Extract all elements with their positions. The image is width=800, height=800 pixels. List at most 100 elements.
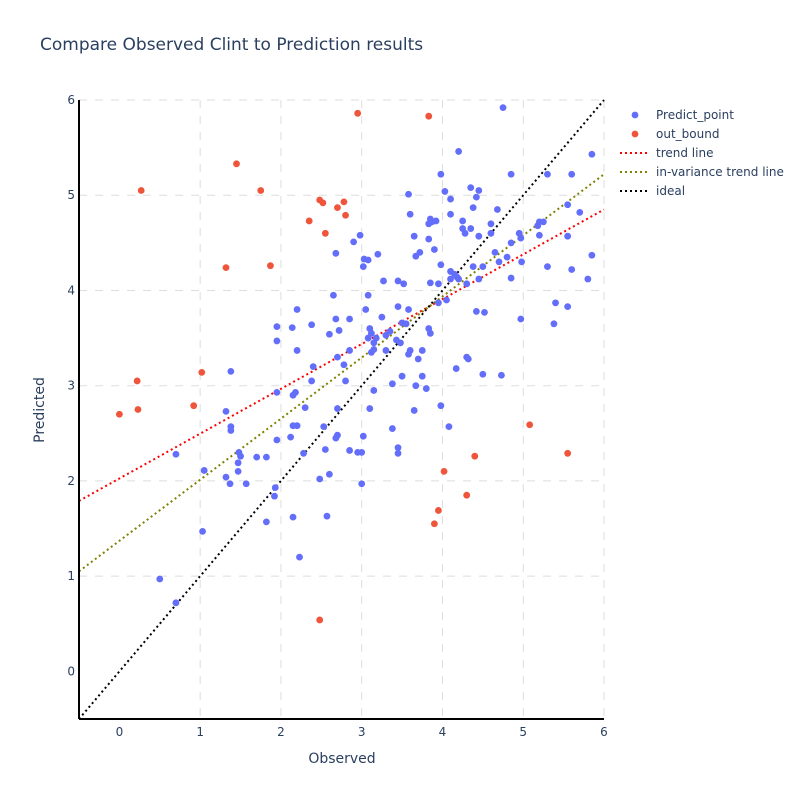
data-point-Predict_point [293, 306, 301, 313]
axes [78, 100, 604, 720]
series-points [115, 104, 596, 624]
data-point-Predict_point [366, 405, 374, 412]
data-point-Predict_point [287, 433, 295, 441]
data-point-out_bound [334, 204, 341, 212]
data-point-Predict_point [418, 347, 426, 354]
y-tick-label: 1 [67, 569, 75, 583]
data-point-Predict_point [544, 263, 551, 271]
data-point-Predict_point [467, 184, 475, 192]
data-point-out_bound [267, 262, 274, 270]
data-point-Predict_point [406, 210, 414, 218]
data-point-Predict_point [459, 217, 467, 225]
x-tick-label: 6 [600, 725, 608, 739]
data-point-Predict_point [253, 453, 261, 461]
data-point-Predict_point [382, 331, 390, 339]
y-tick-labels: 0 1 2 3 4 5 6 [67, 93, 75, 678]
x-tick-label: 1 [196, 725, 204, 739]
data-point-Predict_point [378, 313, 386, 321]
data-point-Predict_point [334, 405, 341, 412]
data-point-Predict_point [588, 150, 596, 158]
data-point-Predict_point [364, 334, 372, 342]
data-point-Predict_point [564, 303, 572, 311]
data-point-Predict_point [426, 279, 434, 287]
chart-title: Compare Observed Clint to Prediction res… [40, 35, 423, 55]
x-tick-label: 2 [277, 725, 285, 739]
data-point-Predict_point [325, 470, 333, 478]
data-point-Predict_point [540, 218, 547, 226]
x-tick-labels: 0 1 2 3 4 5 6 [116, 725, 608, 739]
data-point-Predict_point [316, 475, 324, 483]
data-point-out_bound [440, 468, 448, 475]
data-point-out_bound [354, 109, 362, 117]
data-point-Predict_point [425, 220, 433, 228]
legend-item-0[interactable]: Predict_point [631, 108, 735, 122]
data-point-out_bound [257, 187, 265, 194]
data-point-Predict_point [388, 425, 396, 432]
legend-label: ideal [656, 184, 685, 198]
data-point-Predict_point [308, 321, 316, 329]
data-point-Predict_point [463, 280, 471, 288]
data-point-Predict_point [493, 206, 501, 213]
data-point-Predict_point [271, 484, 279, 491]
data-point-Predict_point [346, 447, 353, 454]
data-point-Predict_point [358, 448, 366, 456]
data-point-Predict_point [367, 348, 375, 356]
data-point-Predict_point [200, 467, 208, 474]
data-point-Predict_point [405, 350, 412, 358]
data-point-out_bound [137, 187, 145, 194]
data-point-Predict_point [356, 231, 364, 239]
data-point-Predict_point [370, 339, 378, 347]
data-point-Predict_point [461, 229, 469, 237]
y-tick-label: 0 [67, 664, 75, 678]
legend-label: in-variance trend line [656, 165, 784, 179]
data-point-Predict_point [273, 323, 281, 331]
legend-item-2[interactable]: trend line [620, 146, 713, 160]
legend-item-4[interactable]: ideal [620, 184, 685, 198]
data-point-Predict_point [364, 291, 372, 299]
data-point-Predict_point [418, 372, 426, 380]
data-point-Predict_point [487, 229, 495, 237]
data-point-Predict_point [350, 238, 358, 246]
data-point-Predict_point [475, 187, 483, 194]
data-point-out_bound [471, 452, 479, 460]
data-point-Predict_point [437, 261, 445, 269]
data-point-Predict_point [455, 148, 463, 155]
legend-item-3[interactable]: in-variance trend line [620, 165, 784, 179]
x-tick-label: 0 [116, 725, 124, 739]
data-point-Predict_point [552, 299, 559, 307]
data-point-Predict_point [491, 248, 499, 256]
data-point-out_bound [198, 368, 206, 376]
data-point-out_bound [564, 449, 572, 457]
data-point-Predict_point [172, 450, 180, 458]
legend-label: trend line [656, 146, 713, 160]
data-point-Predict_point [447, 275, 454, 283]
data-point-Predict_point [289, 513, 297, 521]
data-point-Predict_point [397, 339, 404, 347]
data-point-Predict_point [172, 599, 180, 607]
data-point-Predict_point [507, 274, 515, 282]
data-point-Predict_point [467, 225, 475, 232]
series-line-2 [78, 208, 605, 502]
data-point-out_bound [435, 507, 442, 514]
legend-item-1[interactable]: out_bound [631, 127, 720, 141]
data-point-Predict_point [199, 527, 206, 535]
data-point-out_bound [115, 410, 123, 418]
data-point-Predict_point [359, 432, 367, 440]
data-point-Predict_point [332, 434, 340, 442]
data-point-Predict_point [430, 246, 438, 253]
data-point-Predict_point [564, 201, 572, 209]
data-point-Predict_point [342, 377, 349, 385]
data-point-Predict_point [394, 277, 402, 285]
x-tick-label: 3 [358, 725, 366, 739]
data-point-Predict_point [472, 193, 480, 201]
data-point-Predict_point [584, 275, 592, 283]
data-point-Predict_point [237, 452, 244, 460]
data-point-Predict_point [364, 256, 372, 264]
data-point-Predict_point [568, 170, 576, 178]
data-point-Predict_point [410, 232, 418, 240]
data-point-out_bound [526, 421, 534, 429]
data-point-Predict_point [359, 263, 367, 271]
data-point-Predict_point [296, 553, 303, 561]
data-point-Predict_point [455, 275, 463, 283]
